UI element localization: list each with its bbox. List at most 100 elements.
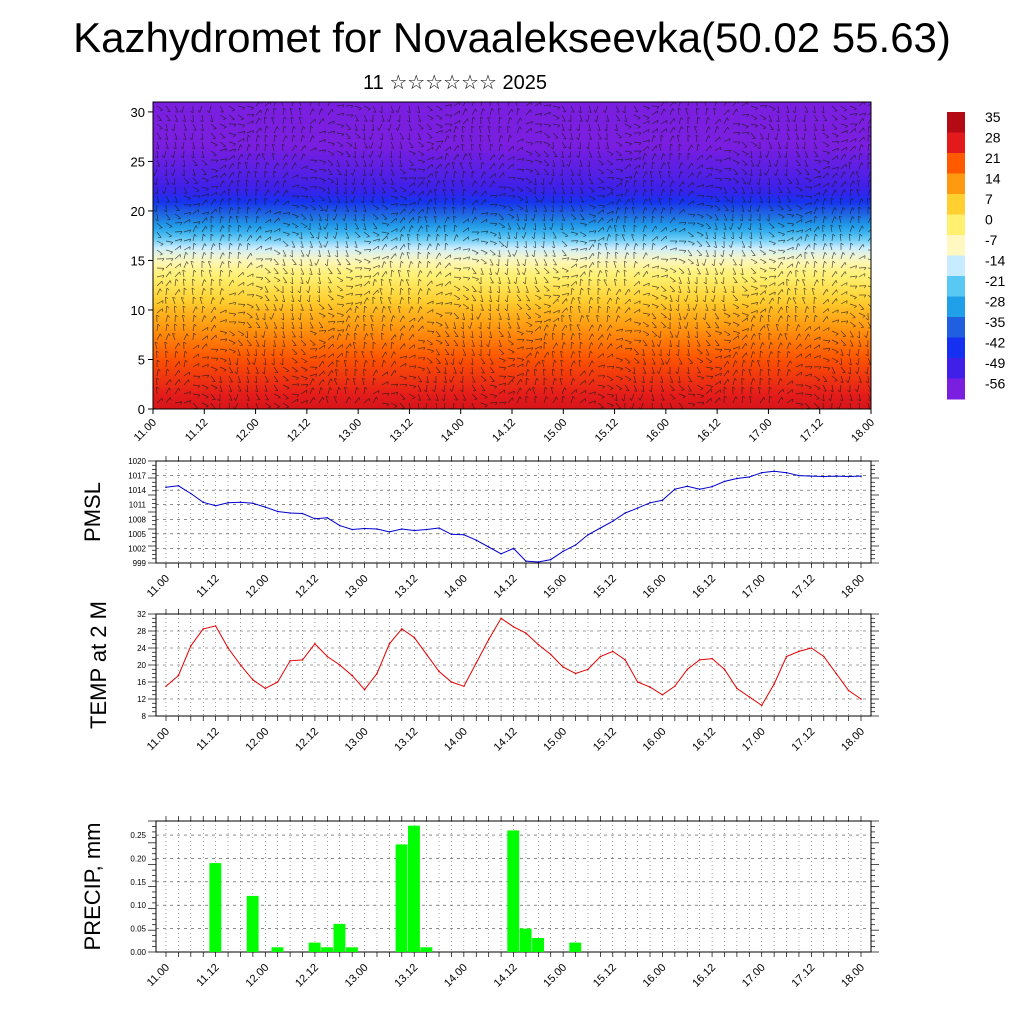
ytick-label: 0.10: [130, 901, 146, 910]
precip-bar: [519, 928, 532, 952]
xtick-label: 12.12: [293, 573, 321, 601]
data-point: [487, 546, 490, 548]
data-point: [624, 512, 626, 514]
data-point: [562, 666, 564, 668]
data-point: [363, 688, 366, 691]
data-point: [500, 617, 502, 620]
colorbar-label: -42: [985, 335, 1005, 351]
xtick-label: 11.12: [194, 573, 221, 600]
precip-bar: [333, 923, 346, 952]
data-point: [810, 647, 813, 649]
colorbar-swatch: [947, 235, 965, 256]
xtick-label: 15.00: [541, 962, 569, 990]
xtick-label: 13.12: [392, 962, 420, 990]
data-point: [214, 504, 217, 507]
data-point: [748, 696, 751, 698]
data-point: [314, 643, 316, 645]
data-point: [425, 653, 428, 656]
xtick-label: 14.00: [442, 726, 470, 754]
heatmap-ytick-label: 0: [138, 402, 145, 417]
xtick-label: 16.00: [641, 573, 669, 601]
heatmap-field: [153, 102, 871, 409]
xtick-label: 17.00: [740, 573, 768, 601]
colorbar-swatch: [947, 358, 965, 379]
colorbar-swatch: [947, 153, 965, 174]
xtick-label: 18.00: [839, 726, 867, 754]
data-point: [686, 668, 689, 671]
ytick-label: 1017: [128, 472, 146, 481]
xtick-label: 14.12: [492, 726, 520, 754]
heatmap-xtick-label: 16.00: [644, 417, 672, 445]
data-point: [599, 527, 602, 529]
ytick-label: 0.05: [130, 925, 146, 934]
xtick-label: 12.12: [293, 726, 321, 754]
data-point: [661, 694, 664, 696]
axis-title: PRECIP, mm: [80, 823, 105, 951]
data-point: [785, 655, 788, 658]
xtick-label: 13.00: [343, 726, 371, 754]
data-point: [760, 704, 763, 707]
xtick-label: 17.00: [740, 962, 768, 990]
data-point: [339, 664, 341, 666]
xtick-label: 13.00: [343, 962, 371, 990]
xtick-label: 18.00: [839, 962, 867, 990]
data-point: [351, 674, 354, 677]
colorbar-label: -14: [985, 253, 1005, 269]
xtick-label: 12.00: [243, 962, 271, 990]
precip-bar: [321, 947, 333, 952]
data-point: [227, 502, 229, 504]
heatmap-xtick-label: 17.12: [798, 417, 826, 445]
data-point: [190, 645, 192, 647]
data-point: [723, 668, 726, 671]
colorbar-label: 7: [985, 191, 993, 207]
colorbar-label: 21: [985, 150, 1001, 166]
data-point: [214, 625, 217, 627]
data-point: [475, 539, 478, 541]
ytick-label: 24: [137, 644, 146, 653]
data-point: [574, 672, 577, 675]
ytick-label: 20: [137, 661, 146, 670]
data-point: [612, 650, 614, 653]
data-point: [190, 492, 192, 495]
data-point: [450, 681, 453, 683]
data-point: [847, 689, 850, 692]
data-point: [165, 685, 167, 688]
data-point: [674, 488, 676, 491]
data-point: [549, 558, 552, 561]
heatmap-xtick-label: 14.12: [490, 417, 518, 445]
data-point: [177, 674, 180, 677]
colorbar-label: -56: [985, 376, 1005, 392]
heatmap-xtick-label: 11.00: [132, 417, 159, 444]
data-point: [649, 686, 651, 688]
colorbar-swatch: [947, 112, 965, 133]
heatmap-xtick-label: 13.12: [388, 417, 416, 445]
temp-panel: 8 12 16 20 24 28 32 11.00 11.12 12.00 12.12 13.00 13…: [86, 601, 879, 754]
precip-bar: [395, 844, 408, 952]
ytick-label: 8: [142, 712, 147, 721]
data-point: [773, 683, 775, 685]
xtick-label: 16.12: [690, 573, 718, 601]
ytick-label: 16: [137, 678, 146, 687]
data-point: [227, 647, 229, 649]
xtick-label: 11.12: [194, 962, 221, 989]
heatmap-ytick-label: 20: [131, 204, 145, 219]
xtick-label: 15.12: [591, 962, 619, 990]
ytick-label: 1002: [128, 544, 146, 553]
xtick-label: 18.00: [839, 573, 867, 601]
data-point: [301, 512, 304, 515]
xtick-label: 16.00: [641, 962, 669, 990]
heatmap-xtick-label: 13.00: [336, 417, 364, 445]
data-point: [612, 520, 614, 522]
ytick-label: 1005: [128, 530, 146, 539]
xtick-label: 15.00: [541, 726, 569, 754]
xtick-label: 14.00: [442, 573, 470, 601]
xtick-label: 13.12: [392, 573, 420, 601]
colorbar-label: -35: [985, 314, 1005, 330]
xtick-label: 15.12: [591, 573, 619, 601]
data-point: [388, 531, 391, 533]
colorbar-swatch: [947, 276, 965, 297]
xtick-label: 17.12: [790, 573, 818, 601]
data-point: [835, 672, 837, 675]
ytick-label: 1020: [128, 457, 146, 466]
